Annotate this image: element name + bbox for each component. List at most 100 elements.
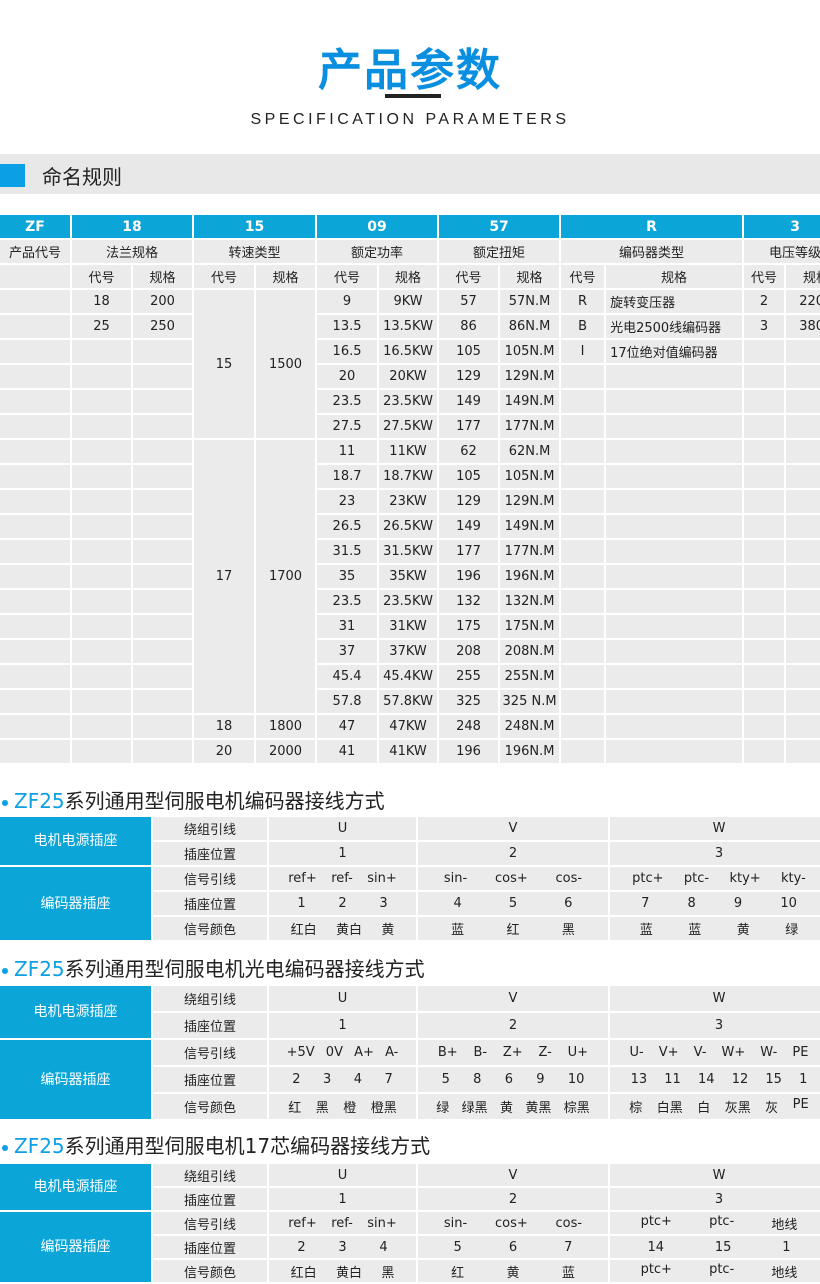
table-cell	[72, 740, 131, 763]
sub-header-spec: 规格	[256, 265, 316, 288]
table-cell	[744, 440, 785, 463]
signal-colors: 黄	[381, 923, 395, 938]
table-cell: 149	[439, 515, 499, 538]
table-cell	[561, 690, 605, 713]
signal-list: sin-cos+ cos-	[418, 871, 608, 886]
sub-header-code: 代号	[72, 265, 131, 288]
phase: U	[269, 1164, 416, 1186]
wiring-table: 电机电源插座 绕组引线 U V W 插座位置 1 2 3 编码器插座 信号引线 ref+ ref-sin…	[0, 1162, 820, 1284]
table-cell: B	[561, 315, 605, 338]
signal-group: +5V 0V A+ A-	[269, 1040, 416, 1065]
signal-group: 1 2 3	[269, 892, 416, 915]
table-cell: 129N.M	[500, 490, 560, 513]
table-cell	[133, 740, 193, 763]
table-row: 20 2000 41 41KW 196 196N.M	[0, 740, 820, 763]
sub-header-code: 代号	[194, 265, 255, 288]
row-label: 信号引线	[153, 867, 267, 890]
table-cell	[133, 465, 193, 488]
table-cell: 2	[744, 290, 785, 313]
table-cell	[786, 540, 820, 563]
table-cell	[0, 615, 70, 638]
table-cell	[133, 390, 193, 413]
table-cell	[561, 715, 605, 738]
signal-signals: A+	[354, 1045, 374, 1060]
row-label: 插座位置	[153, 1067, 267, 1092]
table-cell: 105	[439, 465, 499, 488]
signal-signals: W+	[721, 1045, 746, 1060]
table-row: 17 1700 11 11KW 62 62N.M	[0, 440, 820, 713]
signal-signals: ref+	[288, 1215, 317, 1231]
signal-signals: kty-	[781, 871, 806, 886]
table-cell	[744, 365, 785, 388]
table-cell	[744, 715, 785, 738]
signal-group: 5 8 6 9 10	[418, 1067, 608, 1092]
signal-signals: A-	[385, 1045, 399, 1060]
table-cell	[786, 365, 820, 388]
signal-colors: 黄	[506, 1265, 520, 1281]
signal-pins: 4	[379, 1239, 388, 1255]
signal-signals: sin+	[367, 1215, 397, 1231]
table-cell: 31.5	[317, 540, 378, 563]
table-cell	[0, 415, 70, 438]
signal-group: U- V+ V- W+ W- PE	[610, 1040, 820, 1065]
signal-list: +5V 0V A+ A-	[269, 1045, 416, 1060]
signal-pins: 5	[441, 1072, 450, 1087]
table-cell: 200	[133, 290, 193, 313]
code-header: 09	[317, 215, 438, 238]
signal-colors: 地线	[771, 1265, 798, 1281]
signal-pins: 2	[338, 896, 347, 911]
signal-pins: 7	[564, 1239, 573, 1255]
signal-pins: 6	[504, 1072, 513, 1087]
signal-list: 红白 黄白 黄	[269, 919, 416, 938]
signal-colors: 蓝	[639, 923, 653, 938]
signal-signals: 0V	[325, 1045, 343, 1060]
signal-list: 2 3 4	[269, 1240, 416, 1255]
section-title: 命名规则	[42, 165, 122, 189]
signal-pins: 7	[641, 896, 650, 911]
signal-pins: 5	[453, 1239, 462, 1255]
table-cell	[744, 540, 785, 563]
signal-group: B+ B- Z+ Z- U+	[418, 1040, 608, 1065]
row-label: 插座位置	[153, 842, 267, 865]
table-cell: I	[561, 340, 605, 363]
table-cell	[606, 565, 743, 588]
wiring-title: ZF25系列通用型伺服电机光电编码器接线方式	[0, 953, 425, 982]
table-cell: 132N.M	[500, 590, 560, 613]
table-cell	[72, 590, 131, 613]
signal-signals: +5V	[286, 1045, 315, 1060]
table-cell	[606, 465, 743, 488]
table-cell	[0, 440, 70, 463]
socket-position: 3	[610, 842, 820, 865]
signal-colors: 蓝	[688, 923, 702, 938]
table-cell: 208	[439, 640, 499, 663]
row-label: 信号颜色	[153, 1260, 267, 1282]
signal-group: 红白 黄白 黄	[269, 917, 416, 940]
signal-colors: 灰	[765, 1101, 779, 1116]
table-cell	[0, 640, 70, 663]
wiring-row: 插座位置 1 2 3	[0, 1188, 820, 1210]
signal-pins: 4	[353, 1072, 363, 1087]
table-cell	[0, 340, 70, 363]
socket-position: 2	[418, 1013, 608, 1038]
table-cell	[786, 490, 820, 513]
table-cell	[606, 715, 743, 738]
sub-header-spec: 规格	[133, 265, 193, 288]
bullet-icon	[2, 967, 8, 974]
table-cell	[72, 515, 131, 538]
signal-group: 红白 黄白 黑	[269, 1260, 416, 1282]
signal-signals: ptc+	[632, 871, 664, 886]
table-cell	[72, 465, 131, 488]
signal-colors: 绿黑	[461, 1101, 488, 1116]
table-cell: 23.5KW	[379, 390, 438, 413]
row-label: 插座位置	[153, 1236, 267, 1258]
table-cell	[606, 540, 743, 563]
table-row: 31 31KW 175 175N.M	[0, 615, 820, 638]
signal-group: ptc+ ptc- 地线	[610, 1260, 820, 1282]
table-cell	[133, 515, 193, 538]
table-cell	[744, 590, 785, 613]
row-label: 插座位置	[153, 1013, 267, 1038]
table-cell	[133, 365, 193, 388]
wiring-title-text: 系列通用型伺服电机光电编码器接线方式	[64, 957, 425, 981]
signal-pins: 11	[664, 1072, 681, 1087]
